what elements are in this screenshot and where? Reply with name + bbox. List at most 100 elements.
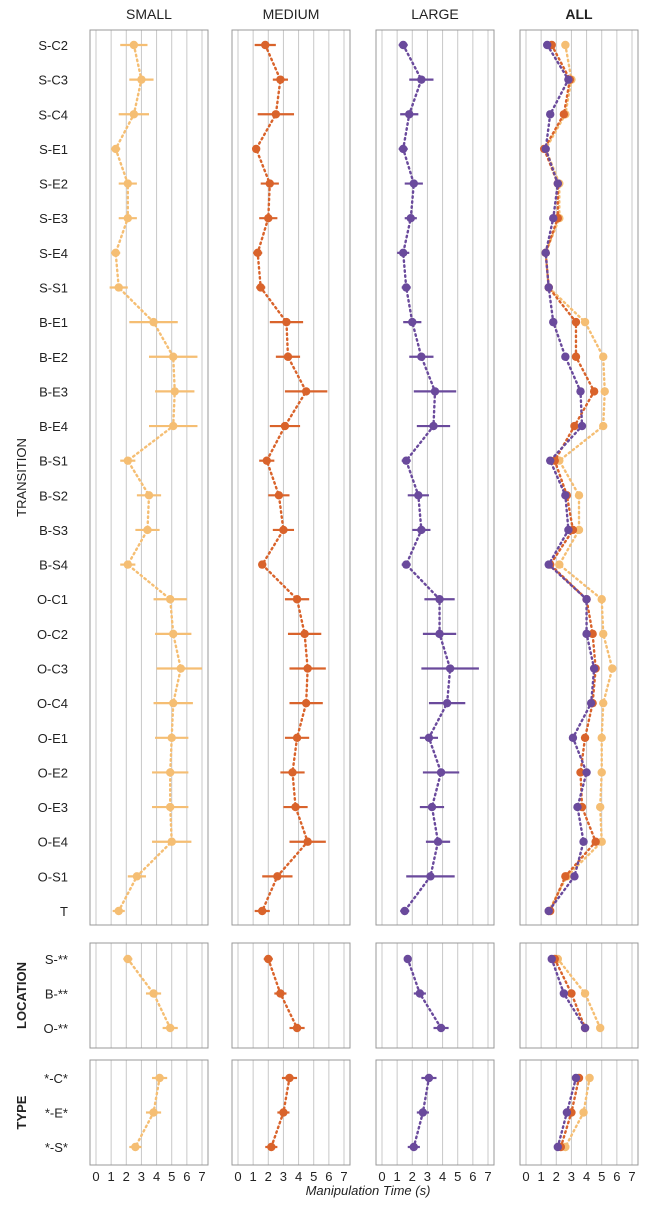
column-title-small: SMALL <box>126 6 172 22</box>
data-point <box>417 75 426 84</box>
x-tick-label: 4 <box>153 1169 160 1184</box>
panel-large-transition <box>375 29 495 926</box>
row-label: O-E3 <box>38 800 68 815</box>
data-point <box>303 837 312 846</box>
all-data-point-large <box>568 733 578 742</box>
panel-small-transition <box>89 29 209 926</box>
row-label: O-S1 <box>38 869 68 884</box>
all-data-point-small <box>596 802 605 812</box>
all-data-point-small <box>561 40 570 50</box>
row-label: *-E* <box>45 1106 68 1121</box>
row-label: S-E1 <box>39 142 68 157</box>
all-data-point-large <box>541 144 550 154</box>
x-tick-label: 0 <box>234 1169 241 1184</box>
all-data-point-large <box>564 525 573 535</box>
x-tick-label: 5 <box>310 1169 317 1184</box>
x-tick-label: 6 <box>613 1169 620 1184</box>
all-data-point-large <box>589 664 599 673</box>
row-label: S-S1 <box>39 280 68 295</box>
data-point <box>143 525 152 535</box>
data-point <box>276 75 285 84</box>
data-point <box>402 560 411 569</box>
all-data-point-small <box>599 421 608 431</box>
x-tick-label: 2 <box>409 1169 416 1184</box>
data-point <box>403 954 412 964</box>
row-label: S-E4 <box>39 246 68 261</box>
data-point <box>414 491 423 500</box>
data-point <box>399 40 408 50</box>
data-point <box>166 1023 175 1033</box>
data-point <box>170 387 179 396</box>
data-point <box>261 40 270 50</box>
data-point <box>265 179 274 188</box>
all-data-point-small <box>599 698 608 708</box>
all-data-point-small <box>600 387 609 396</box>
all-data-point-large <box>562 1108 572 1117</box>
data-point <box>169 629 178 639</box>
data-point <box>274 491 284 500</box>
data-point <box>114 906 123 916</box>
data-point <box>399 144 408 154</box>
data-point <box>424 1073 434 1083</box>
data-point <box>288 768 297 777</box>
all-data-point-large <box>544 906 553 916</box>
data-point <box>424 733 434 742</box>
row-label: O-C2 <box>37 627 68 642</box>
data-point <box>427 802 437 812</box>
row-label: O-C4 <box>37 696 68 711</box>
panel-all-location <box>519 942 639 1049</box>
data-point <box>408 317 417 327</box>
x-tick-label: 0 <box>378 1169 385 1184</box>
row-label: B-S4 <box>39 558 68 573</box>
data-point <box>132 872 142 881</box>
all-data-point-small <box>574 525 584 535</box>
column-title-medium: MEDIUM <box>263 6 320 22</box>
row-label: B-E2 <box>39 350 68 365</box>
x-tick-label: 4 <box>439 1169 446 1184</box>
data-point <box>285 1073 294 1083</box>
x-tick-label: 2 <box>553 1169 560 1184</box>
data-point <box>409 179 418 188</box>
all-data-point-large <box>564 75 573 84</box>
data-point <box>292 595 302 604</box>
data-point <box>405 110 414 119</box>
all-data-point-small <box>597 595 606 604</box>
panel-large-location <box>375 942 495 1049</box>
panel-frame <box>89 942 209 1049</box>
x-tick-label: 3 <box>280 1169 287 1184</box>
data-point <box>253 248 262 258</box>
data-point <box>282 317 291 327</box>
data-point <box>292 1023 302 1033</box>
x-tick-label: 5 <box>598 1169 605 1184</box>
group-label-transition: TRANSITION <box>14 438 29 517</box>
data-point <box>155 1073 164 1083</box>
all-data-point-small <box>599 629 608 639</box>
all-data-point-small <box>596 1023 605 1033</box>
data-point <box>417 525 426 535</box>
data-point <box>111 144 120 154</box>
row-label: B-E1 <box>39 315 68 330</box>
row-label: T <box>60 904 68 919</box>
data-point <box>258 906 267 916</box>
data-point <box>271 110 281 119</box>
row-label: O-E4 <box>38 835 68 850</box>
x-tick-label: 4 <box>583 1169 590 1184</box>
panel-frame <box>519 1059 639 1166</box>
panel-small-type <box>89 1059 209 1166</box>
data-point <box>426 872 435 881</box>
row-label: B-S2 <box>39 488 68 503</box>
x-tick-label: 3 <box>568 1169 575 1184</box>
row-label: S-C3 <box>38 73 68 88</box>
all-data-point-small <box>580 317 590 327</box>
all-data-point-medium <box>591 837 600 846</box>
all-data-point-medium <box>588 629 597 639</box>
row-label: B-E4 <box>39 419 68 434</box>
series-line-large <box>401 43 452 913</box>
row-label: S-E3 <box>39 211 68 226</box>
data-point <box>123 456 132 465</box>
all-data-point-large <box>570 872 579 881</box>
all-data-point-large <box>549 317 558 327</box>
series-line-small <box>126 957 172 1030</box>
all-data-point-large <box>549 214 558 223</box>
